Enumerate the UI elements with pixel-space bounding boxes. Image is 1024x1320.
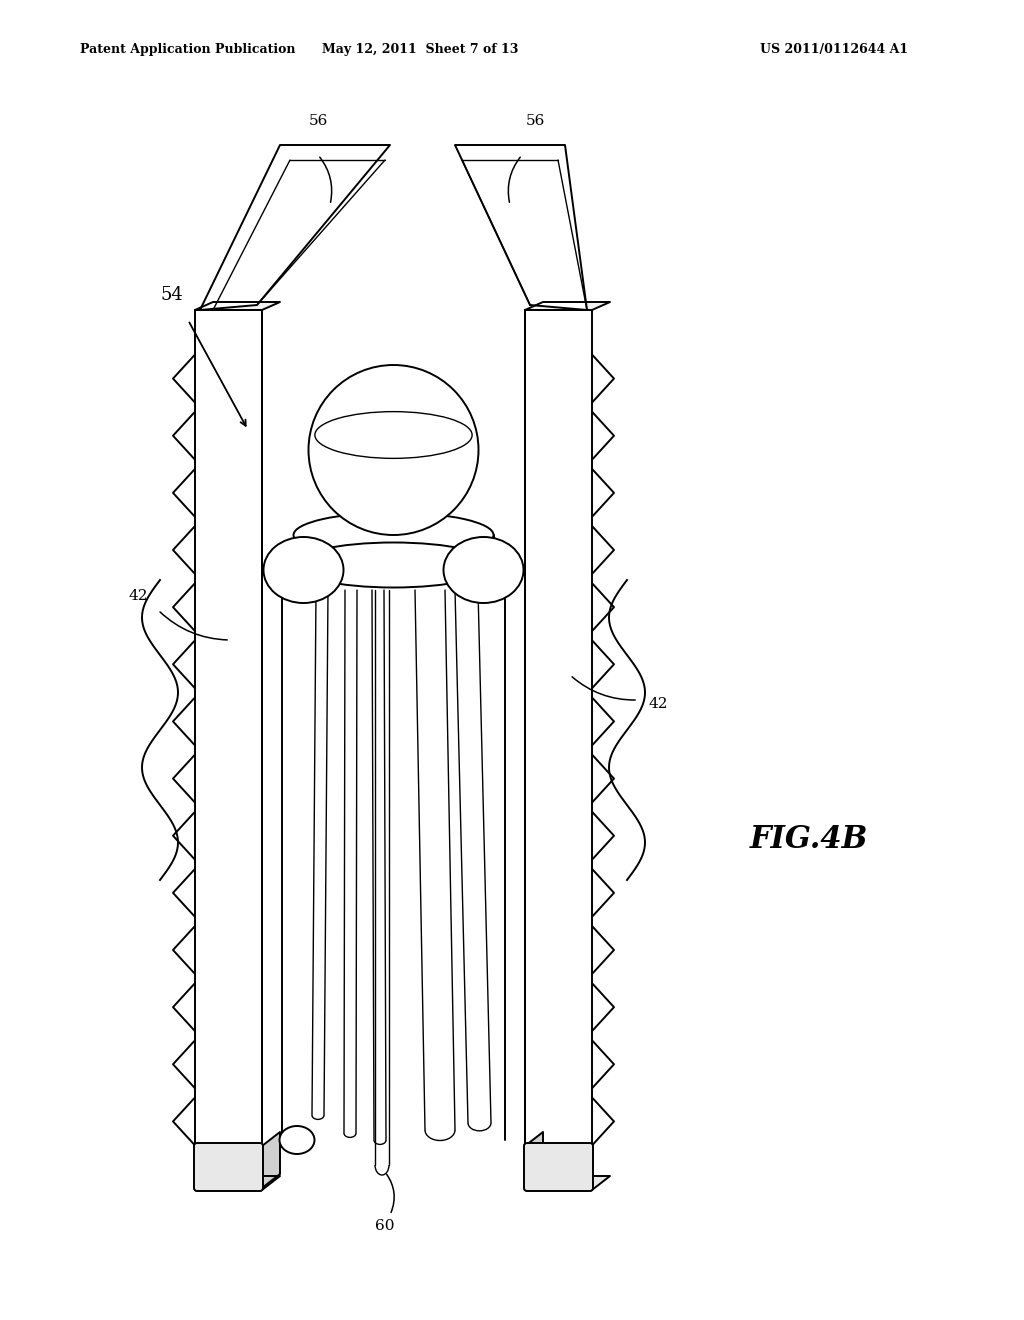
- Text: May 12, 2011  Sheet 7 of 13: May 12, 2011 Sheet 7 of 13: [322, 44, 518, 57]
- Text: 56: 56: [525, 114, 545, 128]
- Polygon shape: [262, 1133, 280, 1188]
- Circle shape: [308, 366, 478, 535]
- Polygon shape: [195, 302, 280, 310]
- Polygon shape: [455, 145, 587, 310]
- Text: 54: 54: [161, 286, 183, 304]
- FancyBboxPatch shape: [194, 1143, 263, 1191]
- Text: 60: 60: [375, 1218, 394, 1233]
- Polygon shape: [262, 590, 525, 1170]
- Polygon shape: [200, 145, 390, 310]
- Text: 58: 58: [430, 389, 450, 403]
- Ellipse shape: [443, 537, 523, 603]
- Text: 42: 42: [648, 697, 668, 711]
- Polygon shape: [525, 1176, 610, 1191]
- Text: US 2011/0112644 A1: US 2011/0112644 A1: [760, 44, 908, 57]
- Text: 56: 56: [308, 114, 328, 128]
- Ellipse shape: [280, 1126, 314, 1154]
- Polygon shape: [525, 302, 610, 310]
- Polygon shape: [195, 310, 262, 1191]
- Polygon shape: [525, 1133, 543, 1188]
- Ellipse shape: [294, 512, 494, 557]
- Polygon shape: [195, 1176, 280, 1191]
- Polygon shape: [525, 310, 592, 1191]
- Text: 42: 42: [128, 589, 147, 603]
- FancyBboxPatch shape: [524, 1143, 593, 1191]
- Ellipse shape: [294, 543, 494, 587]
- Ellipse shape: [263, 537, 343, 603]
- Text: Patent Application Publication: Patent Application Publication: [80, 44, 296, 57]
- Text: FIG.4B: FIG.4B: [750, 825, 868, 855]
